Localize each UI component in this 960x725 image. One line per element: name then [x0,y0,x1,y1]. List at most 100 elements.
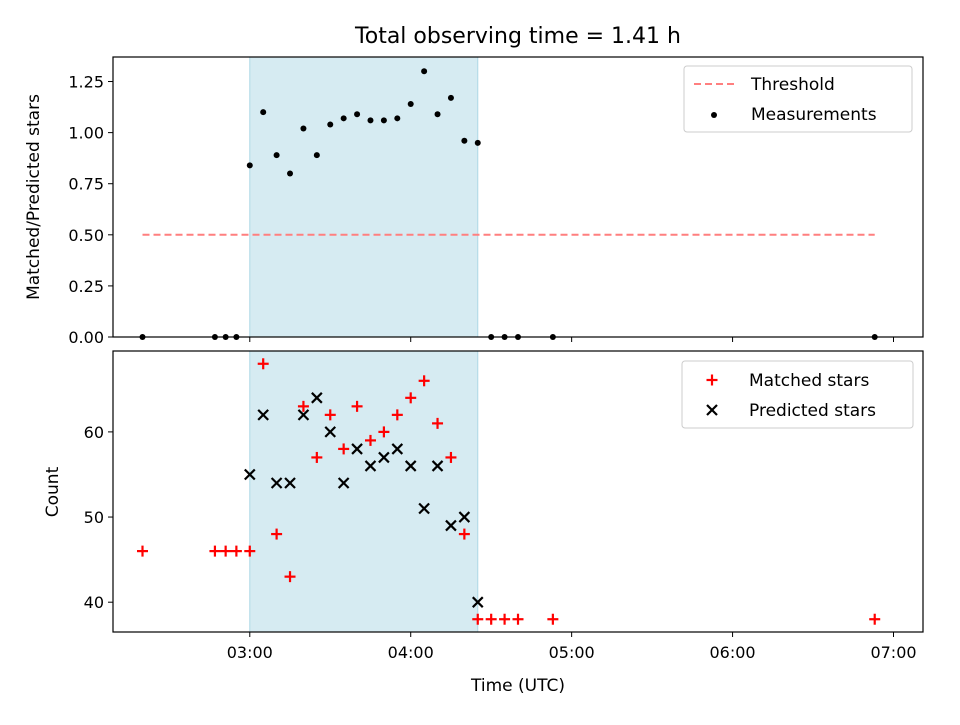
count-y-axis: 40 50 60 [84,423,113,612]
matched-star-point [472,613,484,625]
x-marker-b [391,443,404,455]
measurement-point [461,137,468,144]
y-tick-label: 50 [84,508,104,527]
predicted-star-point [284,477,296,489]
measurement-point [273,152,280,159]
predicted-star-point [458,511,471,523]
predicted-star-point [311,392,323,404]
matched-star-point [230,545,242,557]
measurement-point [340,115,347,122]
x-tick-label: 05:00 [549,643,595,662]
predicted-star-point [270,477,283,489]
y-tick-label: 0.00 [68,328,104,347]
measurement-point [327,121,334,128]
matched-star-point [418,375,430,387]
count-panel: 40 50 60 03:00 04:00 05:00 06:00 07:00 Count M… [43,350,924,662]
measurement-point [421,68,428,75]
matched-star-point [512,613,524,625]
y-tick-label: 0.25 [68,277,104,296]
x-marker-b [324,426,337,438]
y-tick-label: 1.00 [68,124,104,143]
ratio-legend: Threshold Measurements [683,65,913,133]
x-marker-b [445,519,457,532]
predicted-star-point [337,477,350,489]
ratio-x-ticks [249,337,894,342]
predicted-star-point [257,409,269,421]
threshold-legend-label: Threshold [750,75,835,95]
predicted-star-point [418,502,430,515]
measurement-point [246,162,253,169]
y-tick-label: 1.25 [68,73,104,92]
matched-star-point [311,451,323,463]
ratio-series [139,68,878,340]
x-marker-b [404,460,417,472]
x-marker-b [244,468,256,481]
measurement-point [380,117,387,124]
x-tick-label: 06:00 [710,643,756,662]
matched-star-point [547,613,559,625]
measurement-point [287,170,294,177]
measurement-point [434,111,441,118]
matched-star-point [432,417,444,429]
x-marker-b [431,460,444,472]
matched-star-point [209,545,221,557]
predicted-star-point [404,460,417,472]
measurement-point [367,117,374,124]
matched-star-point [364,434,376,446]
y-tick-label: 40 [84,593,104,612]
measurements-legend-swatch [711,112,717,118]
matched-star-point [220,545,232,557]
predicted-star-point [445,519,457,532]
observing-window-span [249,57,479,337]
x-marker-b [471,596,484,608]
observing-window-span [249,351,479,632]
measurement-point [407,101,414,108]
matched-star-point [405,392,417,404]
x-marker-b [257,409,269,421]
count-plot-frame [112,350,924,633]
predicted-star-point [391,443,404,455]
matched-legend-label: Matched stars [749,371,869,391]
measurements-legend-label: Measurements [751,105,877,125]
matched-star-point [351,400,363,412]
measurement-point [313,152,320,159]
count-x-axis: 03:00 04:00 05:00 06:00 07:00 [227,632,917,662]
measurement-point [447,94,454,101]
x-marker-b [311,392,323,404]
matched-legend-swatch [706,374,718,386]
ratio-y-axis: 0.00 0.25 0.50 0.75 1.00 1.25 [68,73,113,347]
matched-star-point [137,545,149,557]
matched-star-point [458,528,470,540]
x-marker-b [351,443,363,455]
count-series [137,358,881,625]
x-marker-b [418,502,430,515]
matched-star-point [499,613,511,625]
matched-star-point [445,451,457,463]
ratio-y-axis-label: Matched/Predicted stars [24,94,44,300]
measurement-point [394,115,401,122]
predicted-star-point [297,409,310,421]
matched-star-point [244,545,256,557]
matched-star-point [284,571,296,583]
observing-window-fill [249,57,478,337]
observing-window-fill [249,351,478,632]
predicted-legend-label: Predicted stars [749,401,876,421]
measurement-point [260,109,267,116]
chart-title: Total observing time = 1.41 h [354,24,681,49]
legend-box [681,360,914,429]
predicted-star-point [351,443,363,455]
predicted-star-point [364,460,377,472]
matched-star-point [391,409,403,421]
y-tick-label: 0.50 [68,226,104,245]
matched-star-point [378,426,390,438]
y-tick-label: 60 [84,423,104,442]
count-y-axis-label: Count [43,466,63,517]
x-marker-b [364,460,377,472]
y-tick-label: 0.75 [68,175,104,194]
x-marker-b [378,451,390,464]
x-marker-b [270,477,283,489]
matched-star-point [338,443,350,455]
predicted-star-point [244,468,256,481]
